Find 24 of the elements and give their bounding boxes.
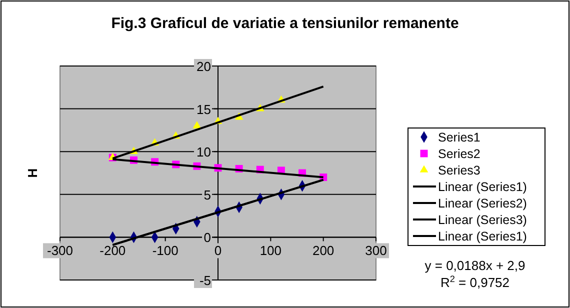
y-tick-label: 5 xyxy=(204,187,211,202)
y-tick-label: 0 xyxy=(204,230,211,246)
legend-label: Linear (Series1) xyxy=(438,180,527,194)
x-tick-label: -100 xyxy=(152,243,178,258)
y-tick-label: 10 xyxy=(196,144,211,160)
legend-label: Linear (Series1) xyxy=(438,230,527,244)
x-tick-label: 100 xyxy=(260,243,282,258)
text: R$^{2}$ = 0,9752 xyxy=(440,274,510,290)
legend-label: Series2 xyxy=(438,147,480,161)
y-tick-label: -5 xyxy=(199,273,211,288)
x-tick-label: 300 xyxy=(365,243,387,258)
y-tick-label: 15 xyxy=(196,102,211,117)
legend-label: Linear (Series2) xyxy=(438,196,527,210)
x-tick-label: -300 xyxy=(46,243,74,258)
x-tick-label: 0 xyxy=(214,243,222,258)
legend-label: Series1 xyxy=(438,130,480,144)
legend-label: Linear (Series3) xyxy=(438,213,527,227)
chart-title: Fig.3 Graficul de variatie a tensiunilor remanente xyxy=(111,15,459,32)
x-tick-label: -200 xyxy=(100,243,126,258)
y-tick-label: 20 xyxy=(196,59,211,74)
y-axis-title: H xyxy=(25,168,40,178)
text: y = 0,0188x + 2,9 xyxy=(424,258,526,273)
legend-label: Series3 xyxy=(438,164,480,178)
x-tick-label: 200 xyxy=(312,243,334,258)
